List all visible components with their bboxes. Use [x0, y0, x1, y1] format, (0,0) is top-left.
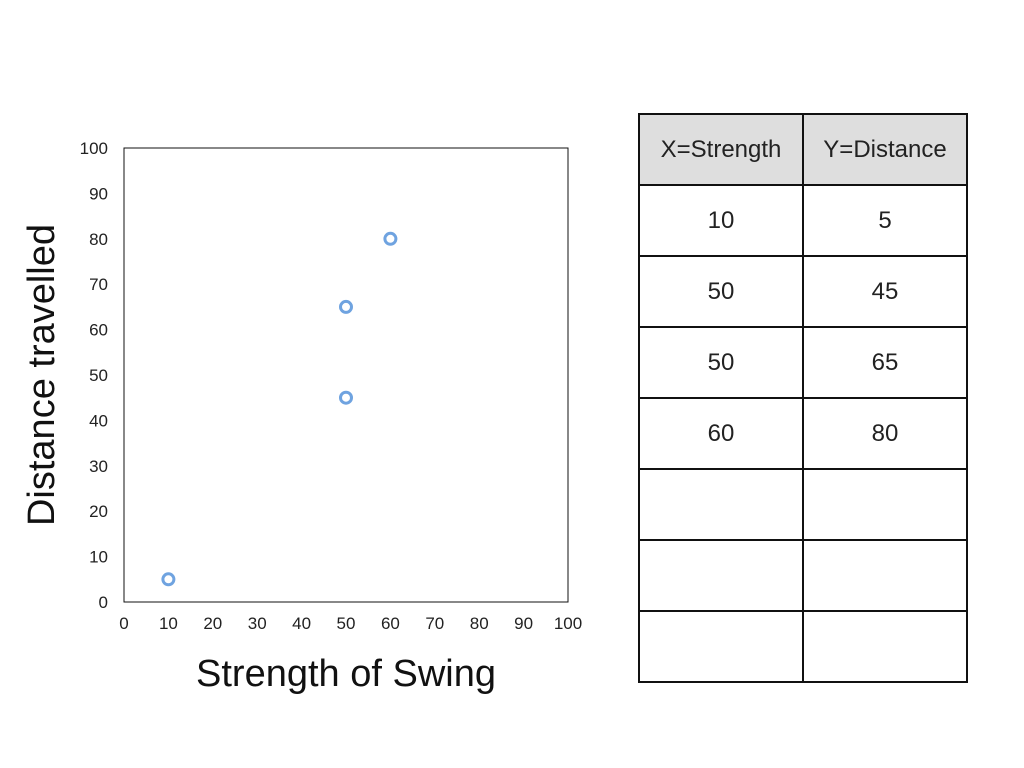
scatter-chart: 0 10 20 30 40 50 60 70 80 90 100 0 10 20 30 40 50 60 70 80…	[21, 139, 582, 695]
scatter-point	[161, 572, 176, 587]
y-axis-ticks: 0 10 20 30 40 50 60 70 80 90 100	[80, 139, 108, 612]
scatter-point	[383, 231, 398, 246]
header-x-strength: X=Strength	[638, 113, 804, 186]
y-tick-label: 80	[89, 230, 108, 249]
y-tick-label: 100	[80, 139, 108, 158]
x-tick-label: 20	[203, 614, 222, 633]
y-tick-label: 0	[99, 593, 108, 612]
table-cell: 65	[802, 326, 968, 399]
table-cell: 50	[638, 326, 804, 399]
table-cell: 5	[802, 184, 968, 257]
table-row: 50 65	[638, 326, 968, 399]
table-row: 60 80	[638, 397, 968, 470]
y-tick-label: 50	[89, 366, 108, 385]
y-tick-label: 60	[89, 321, 108, 340]
x-tick-label: 30	[248, 614, 267, 633]
plot-frame	[123, 147, 569, 603]
scatter-point	[339, 390, 353, 405]
y-tick-label: 20	[89, 502, 108, 521]
scatter-point	[339, 299, 353, 314]
table-cell	[638, 610, 804, 683]
table-cell: 50	[638, 255, 804, 328]
y-tick-label: 40	[89, 411, 108, 430]
table-cell	[802, 468, 968, 541]
x-tick-label: 100	[554, 614, 582, 633]
table-row	[638, 468, 968, 541]
data-points	[161, 231, 398, 587]
x-tick-label: 10	[159, 614, 178, 633]
x-tick-label: 40	[292, 614, 311, 633]
table-cell: 10	[638, 184, 804, 257]
table-header-row: X=Strength Y=Distance	[638, 113, 968, 186]
y-axis-title: Distance travelled	[21, 224, 63, 526]
header-y-distance: Y=Distance	[802, 113, 968, 186]
table-cell: 45	[802, 255, 968, 328]
data-table: X=Strength Y=Distance 10 5 50 45 50 65 6…	[638, 113, 968, 683]
y-tick-label: 70	[89, 275, 108, 294]
x-tick-label: 0	[119, 614, 128, 633]
x-axis-ticks: 0 10 20 30 40 50 60 70 80 90 100	[119, 614, 582, 633]
x-tick-label: 60	[381, 614, 400, 633]
table-row	[638, 610, 968, 683]
table-cell	[802, 610, 968, 683]
x-tick-label: 50	[337, 614, 356, 633]
x-tick-label: 90	[514, 614, 533, 633]
table-cell: 60	[638, 397, 804, 470]
table-row	[638, 539, 968, 612]
y-tick-label: 90	[89, 184, 108, 203]
table-row: 10 5	[638, 184, 968, 257]
x-axis-title: Strength of Swing	[196, 653, 496, 695]
x-tick-label: 70	[425, 614, 444, 633]
table-cell	[638, 468, 804, 541]
y-tick-label: 10	[89, 548, 108, 567]
y-tick-label: 30	[89, 457, 108, 476]
table-row: 50 45	[638, 255, 968, 328]
table-cell	[638, 539, 804, 612]
table-cell	[802, 539, 968, 612]
x-tick-label: 80	[470, 614, 489, 633]
table-cell: 80	[802, 397, 968, 470]
